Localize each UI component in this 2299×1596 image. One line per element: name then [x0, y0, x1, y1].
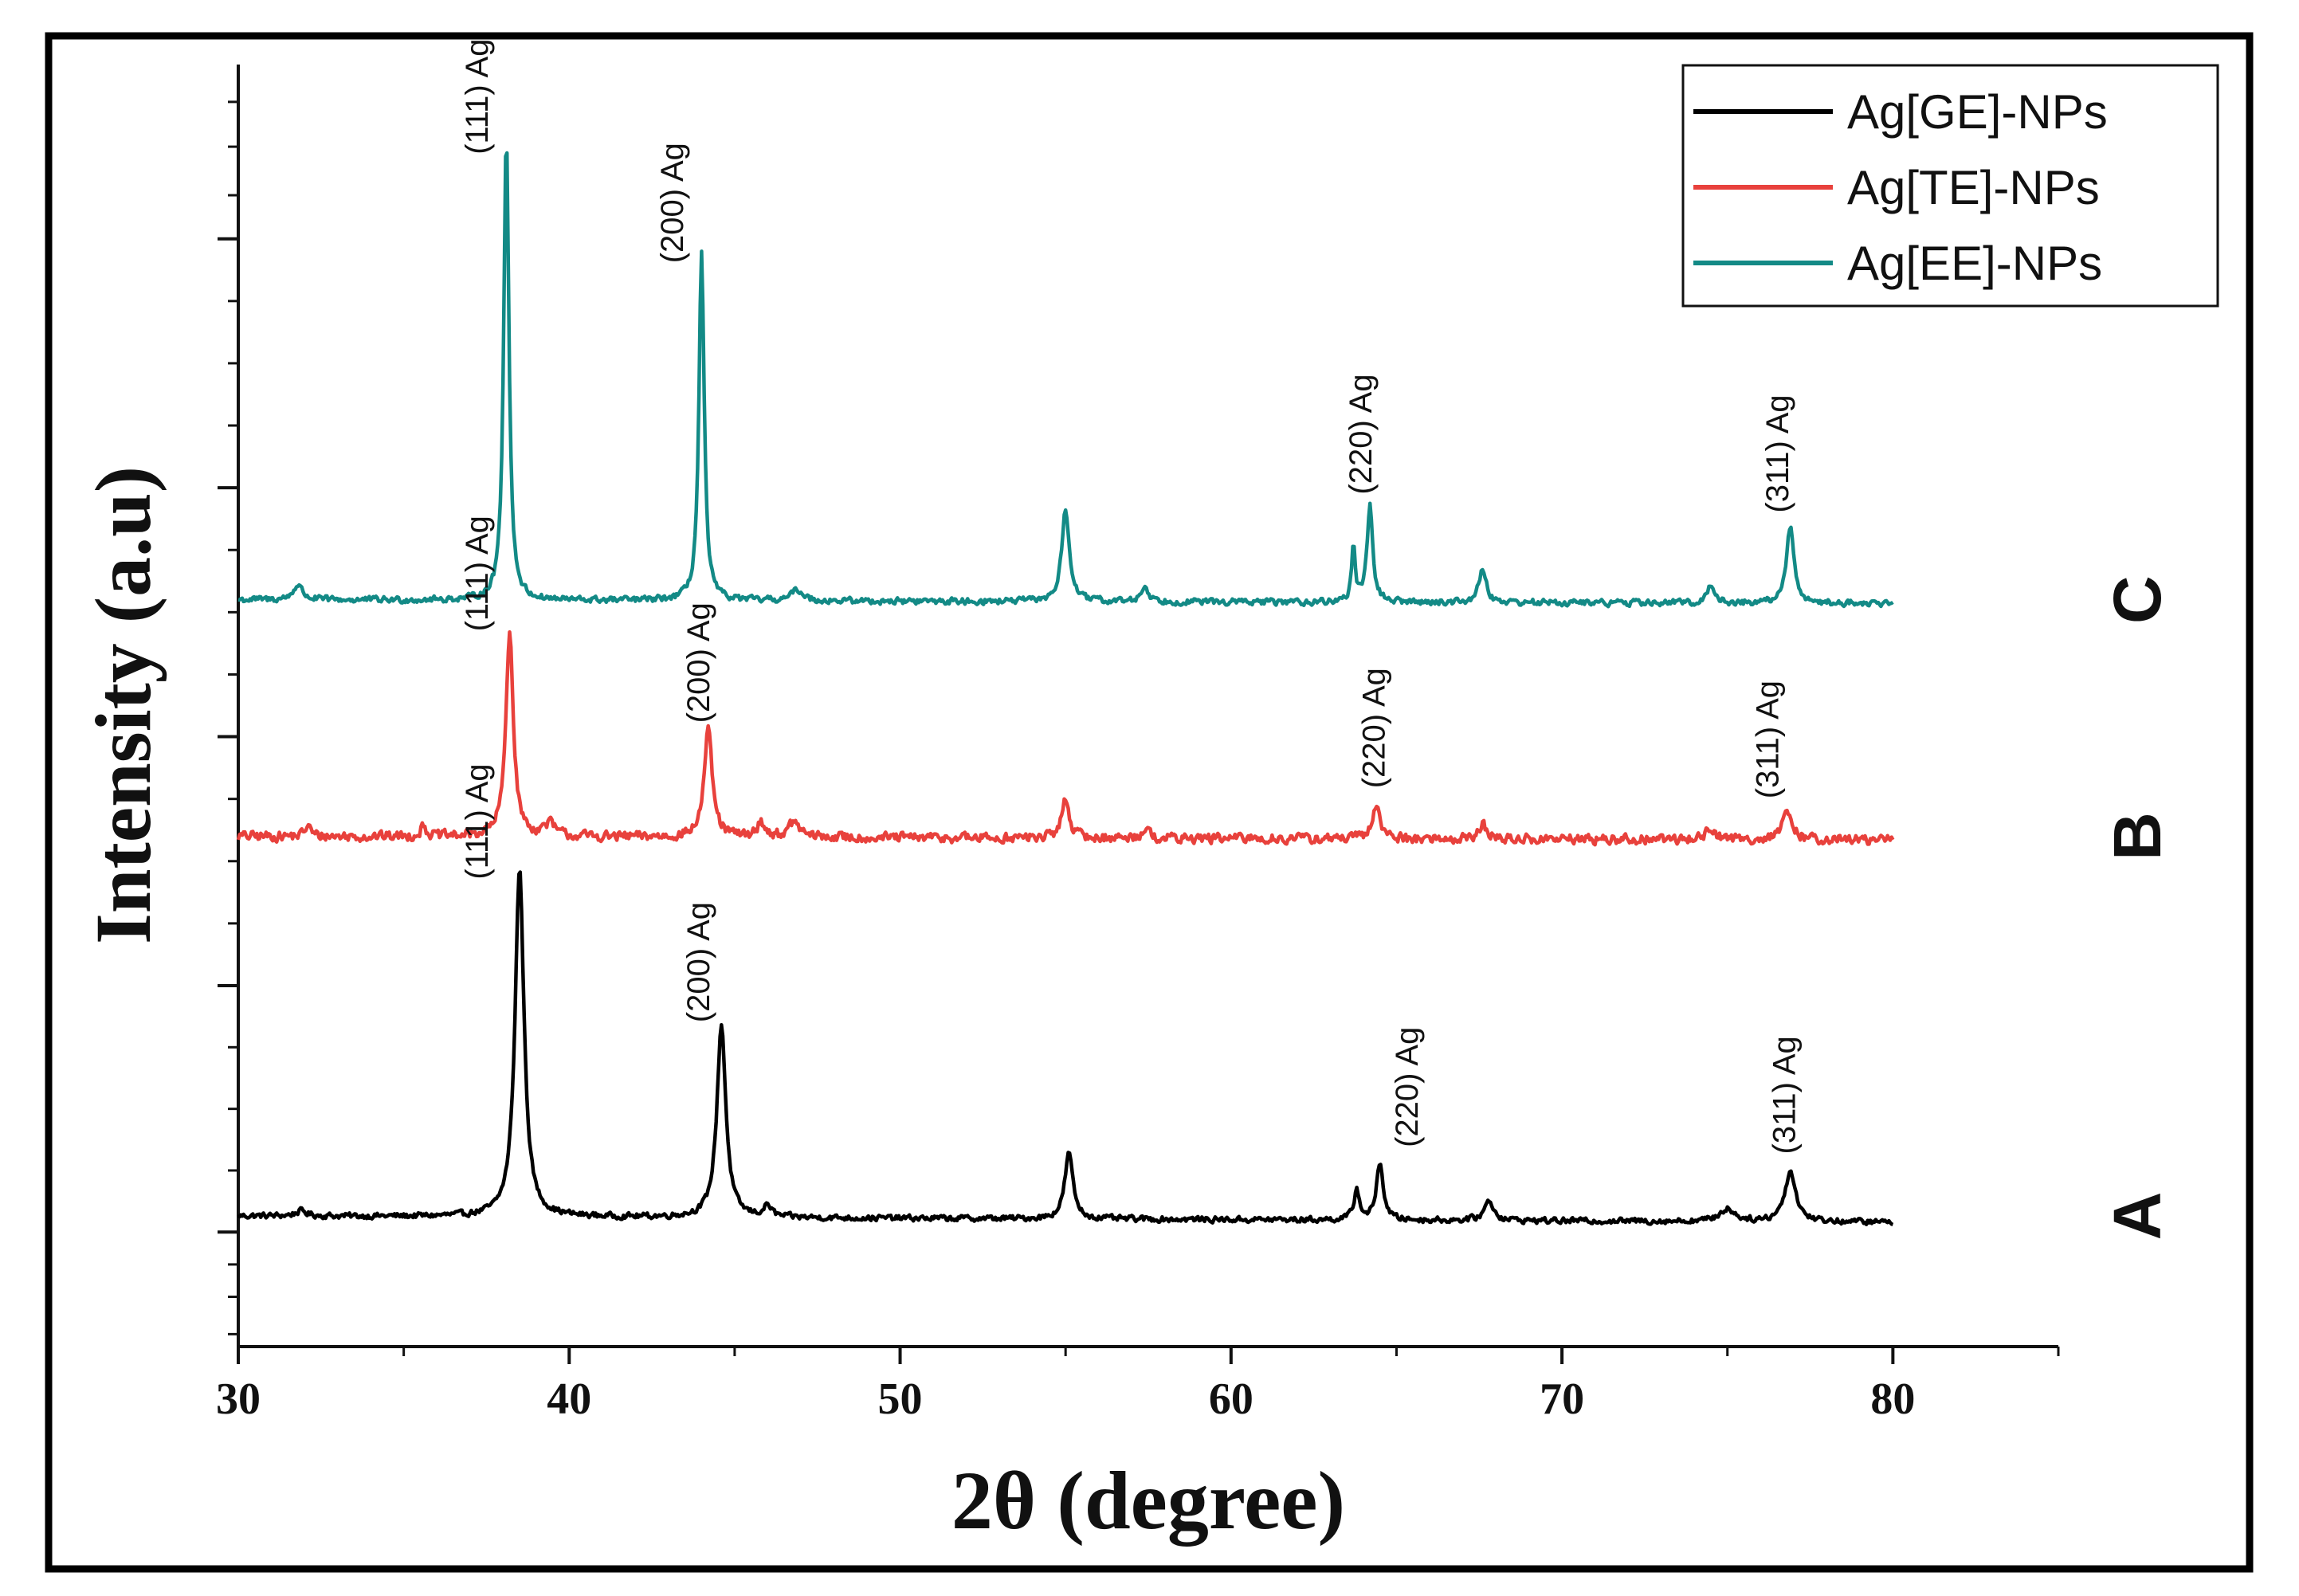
- x-axis-title: 2θ (degree): [951, 1455, 1345, 1547]
- peak-label: (111) Ag: [460, 516, 495, 631]
- x-tick-label: 70: [1540, 1374, 1584, 1424]
- trace-letter-b: B: [2100, 812, 2175, 861]
- series-line-c: [237, 151, 1894, 609]
- series-line-a: [237, 870, 1894, 1227]
- peak-label: (220) Ag: [1390, 1027, 1425, 1147]
- x-tick-label: 30: [216, 1374, 261, 1424]
- x-tick-label: 40: [547, 1374, 591, 1424]
- series-layer: [236, 151, 1895, 1227]
- y-axis-title: Intensity (a.u): [79, 466, 167, 944]
- peak-label: (220) Ag: [1344, 374, 1379, 494]
- legend-label-ge: Ag[GE]-NPs: [1847, 85, 2108, 139]
- trace-letter-c: C: [2100, 575, 2175, 624]
- series-line-b: [236, 629, 1895, 847]
- y-ticks: [218, 100, 238, 1335]
- peak-label: (311) Ag: [1751, 680, 1786, 798]
- peak-label: (220) Ag: [1356, 668, 1391, 788]
- axes: [237, 65, 2058, 1348]
- x-ticks: 30 40 50 60 70 80: [216, 1347, 2060, 1424]
- peak-label: (200) Ag: [681, 602, 716, 723]
- x-tick-label: 50: [878, 1374, 923, 1424]
- x-tick-label: 80: [1870, 1374, 1915, 1424]
- legend: Ag[GE]-NPs Ag[TE]-NPs Ag[EE]-NPs: [1681, 64, 2219, 308]
- peak-label: (311) Ag: [1760, 394, 1795, 512]
- peak-label: (111) Ag: [460, 763, 495, 879]
- trace-letters: A B C: [2100, 575, 2175, 1240]
- legend-label-te: Ag[TE]-NPs: [1847, 161, 2100, 214]
- peak-label: (111) Ag: [460, 39, 495, 155]
- peak-annotations: (111) Ag (200) Ag (220) Ag (311) Ag (111) Ag…: [460, 39, 1802, 1155]
- legend-label-ee: Ag[EE]-NPs: [1847, 237, 2102, 290]
- peak-label: (200) Ag: [681, 902, 716, 1022]
- peak-label: (311) Ag: [1767, 1036, 1802, 1154]
- peak-label: (200) Ag: [655, 143, 690, 263]
- x-tick-label: 60: [1209, 1374, 1253, 1424]
- trace-letter-a: A: [2100, 1192, 2175, 1241]
